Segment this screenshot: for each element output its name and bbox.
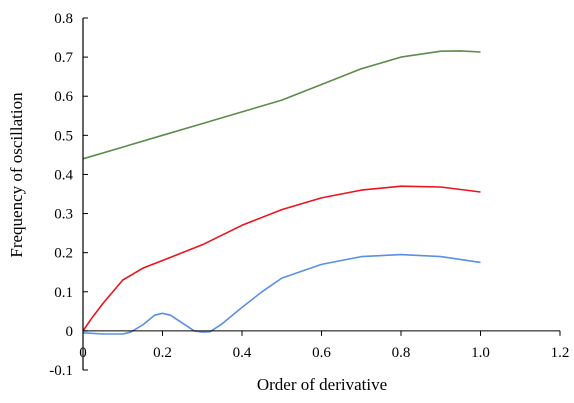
series-line-2 — [82, 185, 481, 332]
x-axis-label: Order of derivative — [257, 375, 387, 394]
x-tick-label: 0.2 — [153, 345, 172, 361]
y-tick-label: 0.5 — [54, 128, 73, 144]
y-tick-label: 0.8 — [54, 11, 73, 27]
x-tick-label: 0.4 — [233, 345, 252, 361]
x-tick-label: 1.2 — [551, 345, 570, 361]
y-axis-ticks: -0.1 0 0.1 0.2 0.3 0.4 0.5 0.6 0.7 0.8 — [49, 11, 88, 379]
x-tick-label: 1.0 — [471, 345, 490, 361]
x-tick-label: 0.6 — [312, 345, 331, 361]
x-axis-ticks: 00.20.40.60.81.01.2 — [79, 330, 570, 361]
y-tick-label: 0.6 — [54, 89, 73, 105]
series-line-1 — [82, 50, 481, 160]
series-line-3 — [82, 253, 481, 335]
y-tick-label: 0.2 — [54, 246, 73, 262]
y-tick-label: 0.3 — [54, 207, 73, 223]
y-tick-label: 0.4 — [54, 167, 73, 183]
x-tick-label: 0.8 — [392, 345, 411, 361]
y-axis-label: Frequency of oscillation — [7, 92, 26, 258]
y-tick-label: 0.7 — [54, 50, 73, 66]
series-lines — [82, 50, 481, 335]
y-tick-label: -0.1 — [49, 363, 73, 379]
y-tick-label: 0.1 — [54, 285, 73, 301]
y-tick-label: 0 — [66, 324, 74, 340]
